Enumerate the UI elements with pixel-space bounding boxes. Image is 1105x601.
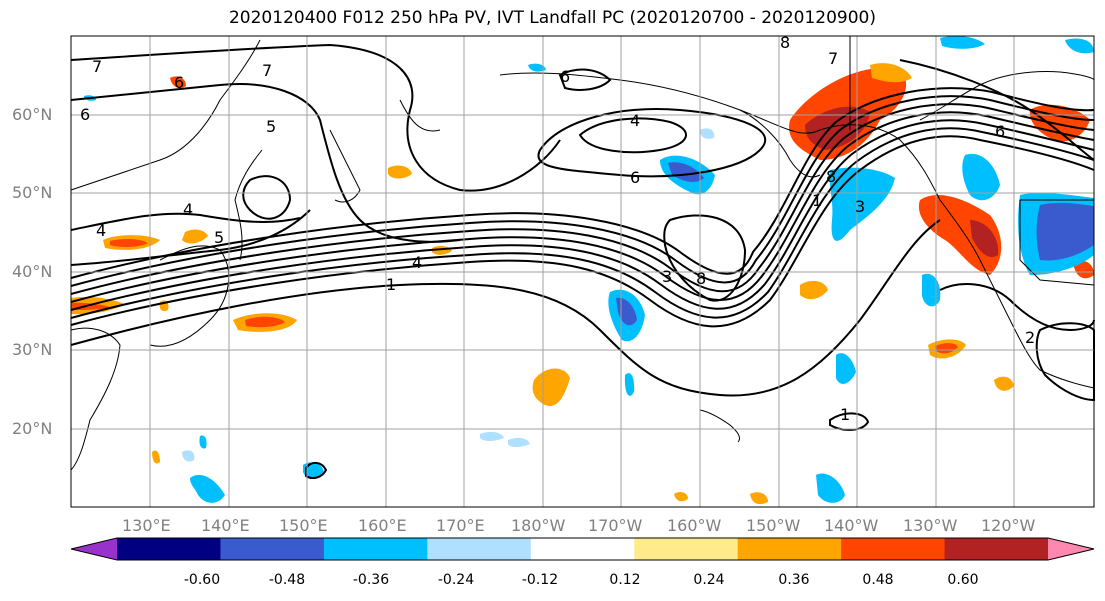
colorbar-swatch	[117, 538, 221, 560]
contour-label: 3	[855, 197, 865, 216]
contour-label: 6	[174, 73, 184, 92]
lon-label: 170°E	[436, 516, 485, 535]
contour-label: 4	[412, 253, 422, 272]
colorbar-swatch	[323, 538, 428, 560]
colorbar-extend-low	[71, 538, 117, 560]
contour-label: 7	[262, 61, 272, 80]
contour-label: 1	[812, 191, 822, 210]
colorbar-tick-label: -0.24	[437, 572, 475, 588]
lat-label: 50°N	[12, 183, 53, 202]
lat-label: 60°N	[12, 105, 53, 124]
contour-label: 7	[92, 57, 102, 76]
lon-label: 160°E	[358, 516, 407, 535]
colorbar-tick-label: 0.36	[778, 572, 810, 588]
contour-label: 3	[662, 267, 672, 286]
contour-label: 8	[826, 167, 836, 186]
colorbar-tick-label: 0.60	[947, 572, 979, 588]
contour-label: 8	[696, 269, 706, 288]
lon-label: 180°W	[511, 516, 566, 535]
lon-label: 140°W	[824, 516, 879, 535]
lat-label: 20°N	[12, 419, 53, 438]
lon-label: 160°W	[667, 516, 722, 535]
contour-label: 2	[1025, 328, 1035, 347]
contour-label: 1	[840, 405, 850, 424]
colorbar-tick-label: 0.24	[693, 572, 725, 588]
colorbar-tick-label: 0.48	[862, 572, 894, 588]
lon-label: 150°W	[746, 516, 801, 535]
contour-label: 4	[630, 111, 640, 130]
colorbar-tick-label: -0.48	[268, 572, 306, 588]
contour-label: 4	[96, 221, 106, 240]
lon-label: 140°E	[201, 516, 250, 535]
contour-label: 1	[386, 275, 396, 294]
colorbar-swatch	[841, 538, 946, 560]
coastlines	[70, 36, 1095, 471]
contour-labels: 7 7 6 6 5 4 4 5 4 1 8 7 6 4 6 8 1 3 3 8 …	[80, 33, 1035, 424]
lat-label: 30°N	[12, 340, 53, 359]
lon-label: 150°E	[279, 516, 328, 535]
contour-label: 6	[630, 168, 640, 187]
contour-label: 6	[995, 122, 1005, 141]
ivt-shading	[71, 36, 1094, 505]
lat-label: 40°N	[12, 262, 53, 281]
lon-label: 130°E	[122, 516, 171, 535]
lon-label: 130°W	[903, 516, 958, 535]
contour-label: 4	[183, 200, 193, 219]
lon-label: 170°W	[588, 516, 643, 535]
colorbar-extend-high	[1048, 538, 1094, 560]
map-frame	[70, 35, 1095, 508]
colorbar-tick-label: -0.36	[352, 572, 390, 588]
colorbar-swatch	[737, 538, 842, 560]
colorbar-tick-label: -0.60	[183, 572, 221, 588]
lon-label: 120°W	[981, 516, 1036, 535]
contour-label: 6	[80, 105, 90, 124]
contour-label: 8	[780, 33, 790, 52]
colorbar-swatch	[634, 538, 739, 560]
figure-title: 2020120400 F012 250 hPa PV, IVT Landfall…	[228, 8, 876, 28]
contour-label: 6	[560, 67, 570, 86]
colorbar-tick-label: -0.12	[521, 572, 559, 588]
colorbar	[70, 537, 1095, 561]
contour-label: 7	[828, 49, 838, 68]
colorbar-swatch	[220, 538, 325, 560]
colorbar-tick-label: 0.12	[609, 572, 641, 588]
colorbar-swatch	[944, 538, 1049, 560]
colorbar-swatch	[427, 538, 532, 560]
contour-label: 5	[266, 117, 276, 136]
contour-label: 5	[214, 228, 224, 247]
colorbar-swatch	[530, 538, 635, 560]
grid-lines	[71, 36, 1094, 507]
